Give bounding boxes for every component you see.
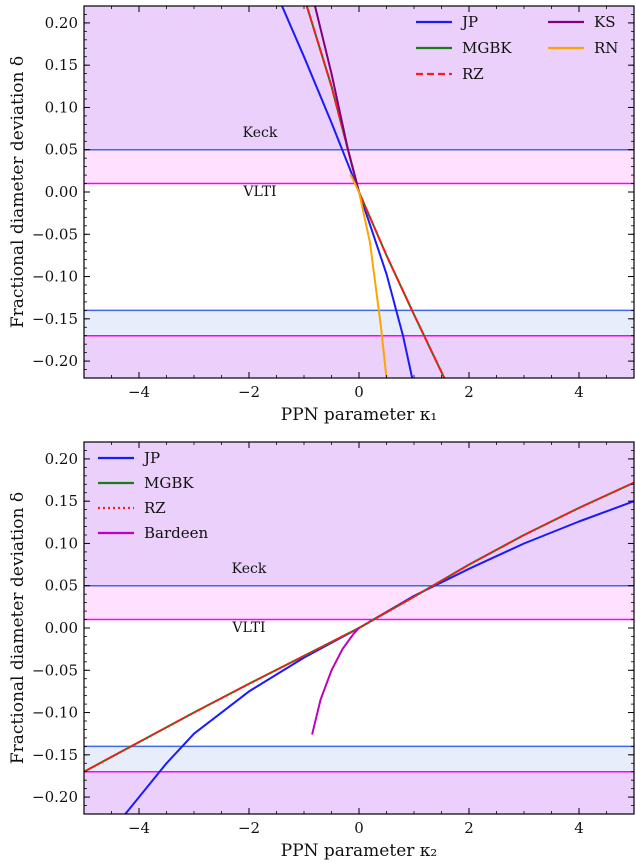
- legend-label: KS: [594, 13, 615, 31]
- keck-excluded-region-upper: [84, 6, 634, 150]
- legend-item-bardeen: Bardeen: [98, 524, 208, 542]
- y-tick-label: −0.10: [32, 268, 78, 286]
- legend-item-mgbk: MGBK: [416, 39, 512, 57]
- legend-item-rn: RN: [548, 39, 618, 57]
- legend-label: RN: [594, 39, 618, 57]
- x-tick-label: −4: [128, 383, 150, 401]
- panel-1: Keck VLTI −4 −2 0 2 4 −0.20 −0.15 −0.10 −0.05 0.00 0…: [8, 5, 635, 425]
- y-tick-label: −0.15: [32, 310, 78, 328]
- x-tick-label: −2: [238, 383, 260, 401]
- vlti-excluded-region-upper: [84, 6, 634, 184]
- series-rn-line: [349, 174, 388, 378]
- legend-item-jp: JP: [416, 13, 478, 31]
- y-tick-label: 0.00: [45, 619, 78, 637]
- y-tick-label: 0.00: [45, 183, 78, 201]
- series-rz-line: [305, 6, 446, 378]
- legend-label: Bardeen: [144, 524, 208, 542]
- legend: JP MGBK RZ Bardeen: [98, 449, 208, 542]
- y-tick-label: −0.15: [32, 746, 78, 764]
- vlti-excluded-region-lower: [84, 771, 634, 814]
- y-tick-label: 0.20: [45, 450, 78, 468]
- legend: JP MGBK RZ KS RN: [416, 13, 618, 83]
- y-tick-label: 0.10: [45, 534, 78, 552]
- legend-item-rz: RZ: [98, 499, 166, 517]
- legend-item-mgbk: MGBK: [98, 474, 194, 492]
- vlti-excluded-region-upper: [84, 442, 634, 620]
- y-tick-label: 0.05: [45, 577, 78, 595]
- y-axis-label: Fractional diameter deviation δ: [8, 56, 28, 328]
- y-tick-label: −0.10: [32, 704, 78, 722]
- keck-excluded-region-lower: [84, 746, 634, 814]
- x-axis-label: PPN parameter κ₂: [281, 841, 437, 861]
- series-group: [84, 481, 634, 814]
- vlti-excluded-region-lower: [84, 335, 634, 378]
- series-ks-line: [314, 6, 360, 193]
- y-tick-label: 0.05: [45, 141, 78, 159]
- x-tick-label: 2: [464, 383, 474, 401]
- legend-item-ks: KS: [548, 13, 615, 31]
- annotation-keck: Keck: [243, 125, 278, 141]
- x-tick-label: 4: [574, 383, 584, 401]
- y-tick-label: −0.20: [32, 352, 78, 370]
- x-tick-label: 2: [464, 819, 474, 837]
- y-tick-label: 0.20: [45, 14, 78, 32]
- legend-label: JP: [460, 13, 478, 31]
- x-tick-label: 0: [354, 383, 364, 401]
- y-tick-label: 0.10: [45, 98, 78, 116]
- annotation-keck: Keck: [232, 561, 267, 577]
- x-tick-label: 4: [574, 819, 584, 837]
- x-tick-label: −4: [128, 819, 150, 837]
- legend-item-jp: JP: [98, 449, 160, 467]
- series-bardeen-line: [311, 627, 360, 735]
- constraint-bands: [84, 442, 634, 814]
- annotation-vlti: VLTI: [231, 620, 265, 636]
- y-axis-label: Fractional diameter deviation δ: [8, 492, 28, 764]
- legend-label: MGBK: [144, 474, 194, 492]
- legend-label: RZ: [144, 499, 166, 517]
- legend-label: JP: [142, 449, 160, 467]
- y-tick-label: −0.20: [32, 788, 78, 806]
- keck-excluded-region-lower: [84, 310, 634, 378]
- annotation-vlti: VLTI: [242, 184, 276, 200]
- legend-label: RZ: [462, 65, 484, 83]
- constraint-bands: [84, 6, 634, 378]
- x-tick-label: −2: [238, 819, 260, 837]
- x-tick-label: 0: [354, 819, 364, 837]
- y-tick-label: −0.05: [32, 661, 78, 679]
- y-tick-label: 0.15: [45, 56, 78, 74]
- legend-label: MGBK: [462, 39, 512, 57]
- panel-2: Keck VLTI −4 −2 0 2 4 −0.20 −0.15 −0.10 −0.05 0.00 0…: [8, 441, 635, 861]
- keck-excluded-region-upper: [84, 442, 634, 586]
- x-axis-label: PPN parameter κ₁: [281, 405, 437, 425]
- series-group: [281, 6, 446, 378]
- y-tick-label: −0.05: [32, 225, 78, 243]
- y-tick-label: 0.15: [45, 492, 78, 510]
- legend-item-rz: RZ: [416, 65, 484, 83]
